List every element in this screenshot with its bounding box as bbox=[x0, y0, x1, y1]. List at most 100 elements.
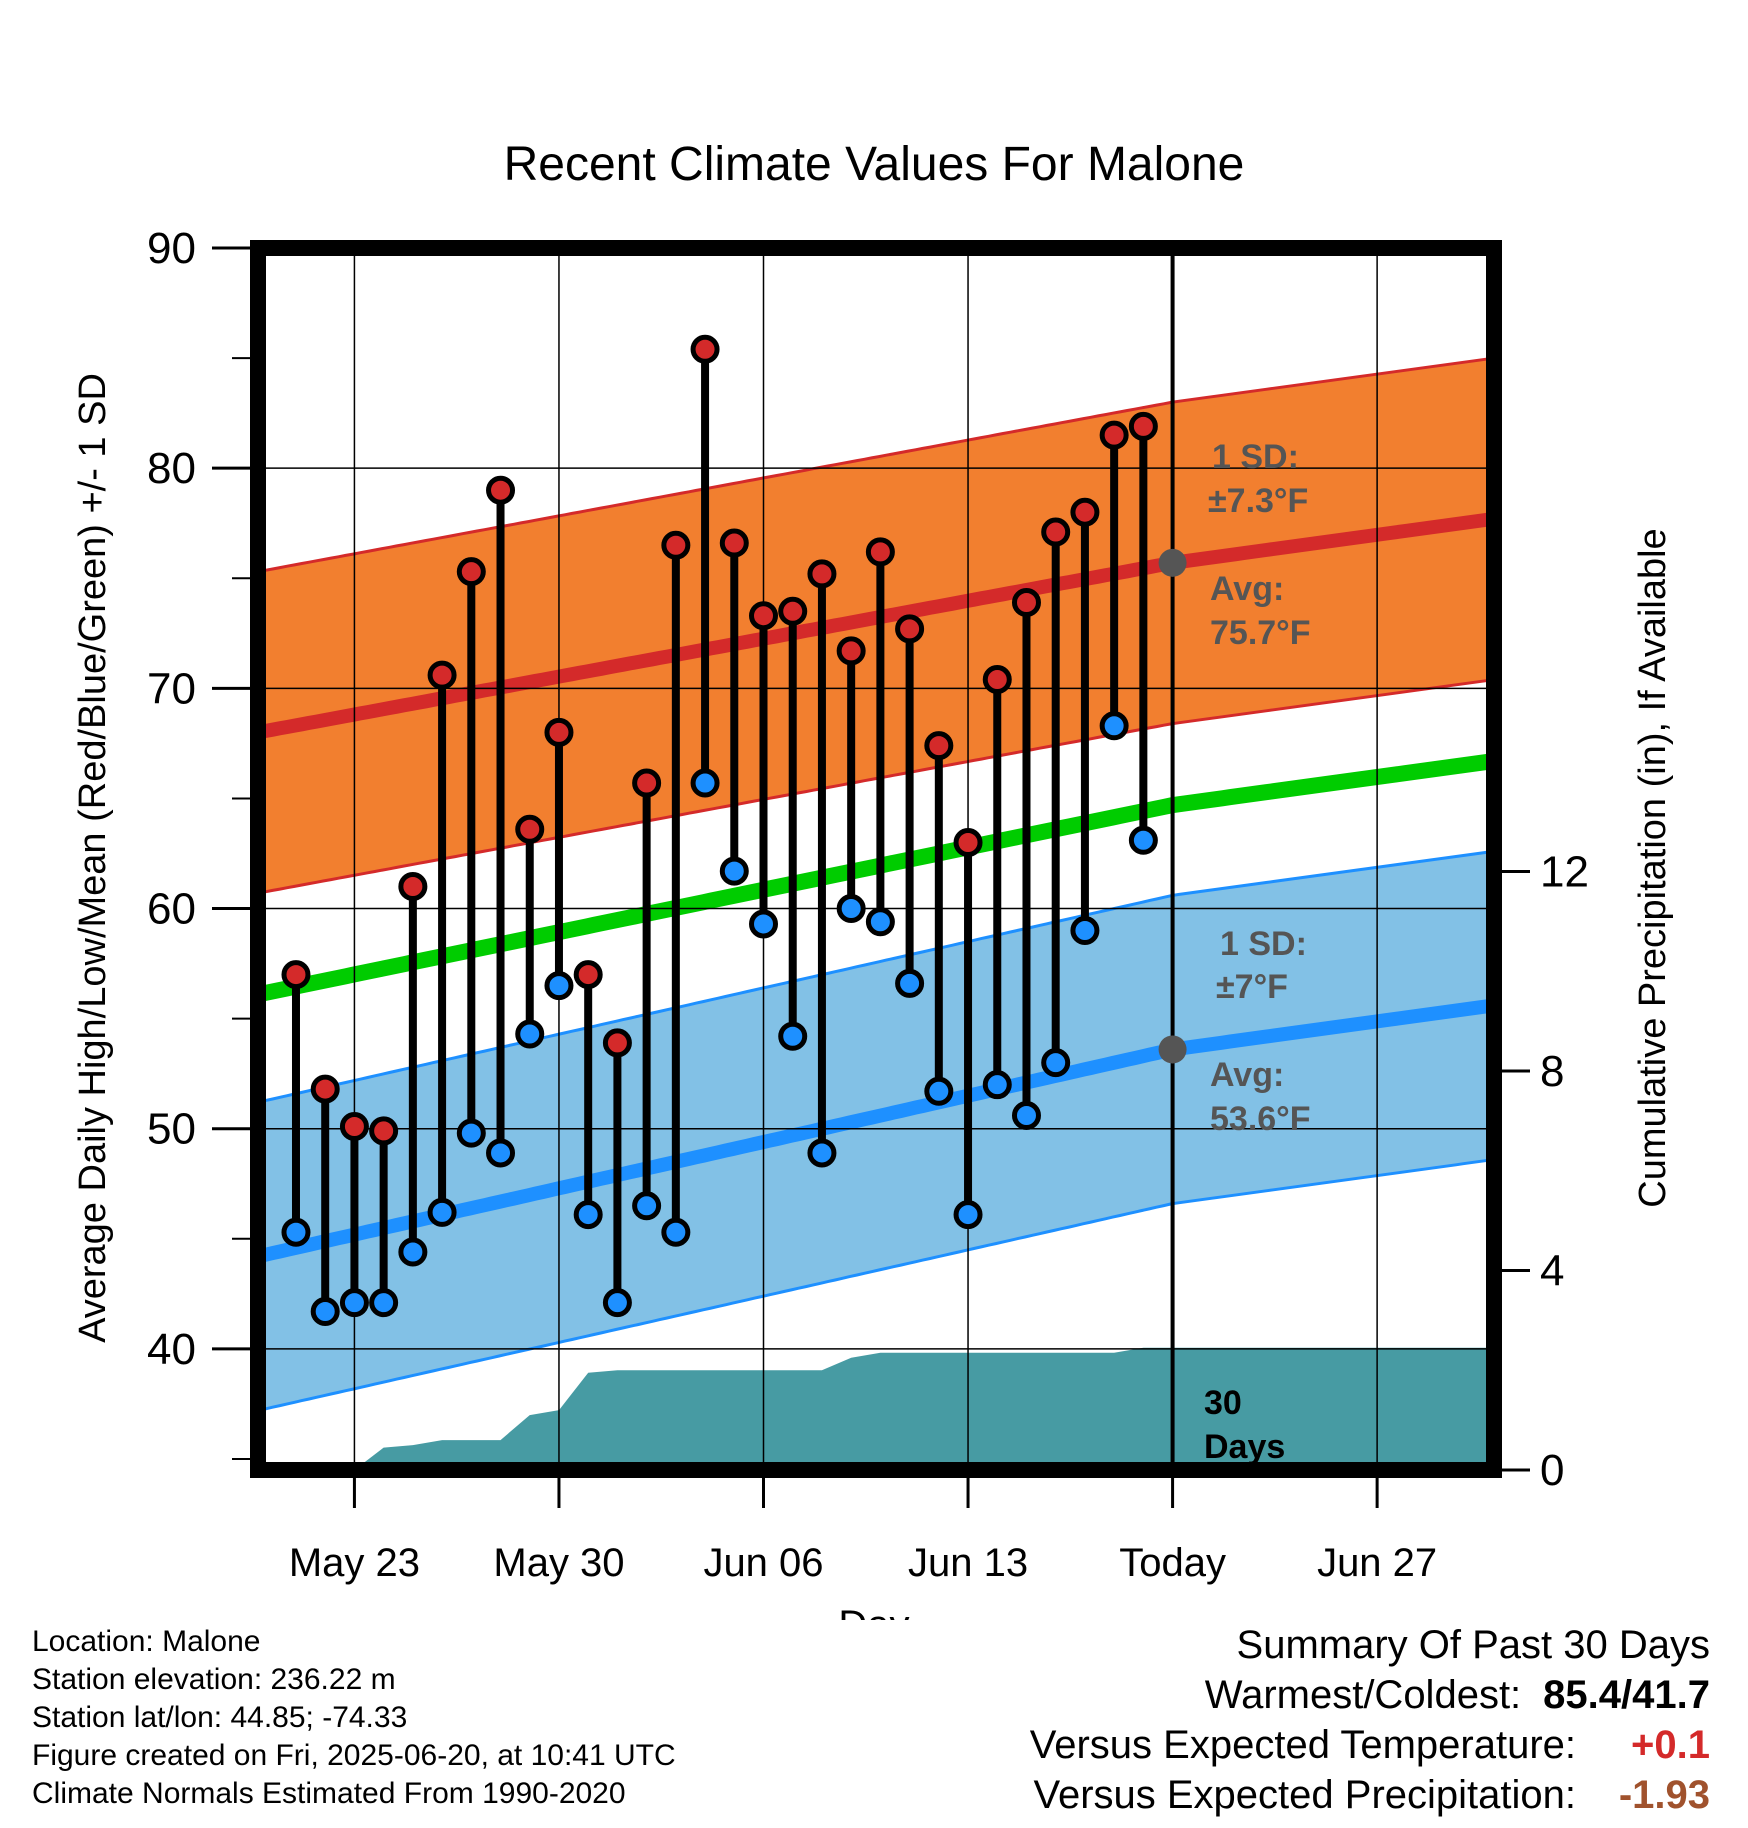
daily-low-point bbox=[749, 909, 779, 939]
daily-temperature-marks bbox=[281, 334, 1158, 1326]
y-left-tick-label: 90 bbox=[147, 224, 196, 273]
climate-bands bbox=[256, 356, 1494, 1413]
daily-low-point bbox=[895, 968, 925, 998]
daily-low-point bbox=[1070, 916, 1100, 946]
x-tick-label: May 30 bbox=[493, 1541, 624, 1585]
low-sd-value: ±7°F bbox=[1216, 968, 1288, 1006]
plot-frame bbox=[250, 240, 1502, 1478]
low-sd-label: 1 SD: bbox=[1220, 925, 1307, 963]
elevation-text: Station elevation: 236.22 m bbox=[32, 1663, 396, 1696]
temp-anomaly-label: Versus Expected Temperature: bbox=[1029, 1723, 1576, 1767]
daily-low-point bbox=[778, 1021, 808, 1051]
daily-high-point bbox=[310, 1074, 340, 1104]
precip-anomaly-value: -1.93 bbox=[1618, 1773, 1710, 1817]
daily-low-point bbox=[339, 1288, 369, 1318]
daily-high-point bbox=[1128, 411, 1158, 441]
daily-low-point bbox=[690, 768, 720, 798]
daily-high-point bbox=[281, 960, 311, 990]
warm-cold-label: Warmest/Coldest: bbox=[1204, 1673, 1522, 1717]
daily-low-point bbox=[486, 1138, 516, 1168]
daily-high-point bbox=[573, 960, 603, 990]
axes: 40 50 60 70 80 90 0 4 8 12 May 23 May 30 Jun 06 Jun 1… bbox=[147, 224, 1589, 1585]
daily-high-point bbox=[632, 768, 662, 798]
plot-area: 1 SD: ±7.3°F Avg: 75.7°F 1 SD: ±7°F Avg: 53.6°F… bbox=[250, 240, 1502, 1478]
warm-cold-row: Warmest/Coldest: 85.4/41.7 bbox=[1030, 1670, 1710, 1720]
summary-panel: Summary Of Past 30 Days Warmest/Coldest:… bbox=[1030, 1620, 1710, 1820]
low-avg-label: Avg: bbox=[1210, 1056, 1284, 1094]
y-left-tick-label: 70 bbox=[147, 664, 196, 713]
precip-anomaly-row: Versus Expected Precipitation: -1.93 bbox=[1030, 1770, 1710, 1820]
today-avg-low-dot bbox=[1158, 1035, 1187, 1064]
y-left-tick-label: 80 bbox=[147, 444, 196, 493]
daily-high-point bbox=[778, 596, 808, 626]
daily-high-point bbox=[544, 717, 574, 747]
daily-high-point bbox=[339, 1112, 369, 1142]
daily-high-point bbox=[456, 557, 486, 587]
warm-cold-value: 85.4/41.7 bbox=[1543, 1673, 1710, 1717]
summary-heading: Summary Of Past 30 Days bbox=[1236, 1623, 1710, 1667]
low-band-upper-edge bbox=[257, 850, 1493, 1104]
x-tick-label: Jun 06 bbox=[703, 1541, 823, 1585]
avg-low-line bbox=[256, 998, 1494, 1264]
daily-low-point bbox=[719, 856, 749, 886]
daily-high-point bbox=[661, 530, 691, 560]
y-right-tick-label: 8 bbox=[1540, 1047, 1564, 1096]
annotations: 1 SD: ±7.3°F Avg: 75.7°F 1 SD: ±7°F Avg: 53.6°F… bbox=[1158, 438, 1311, 1466]
daily-low-point bbox=[632, 1191, 662, 1221]
high-sd-value: ±7.3°F bbox=[1208, 482, 1308, 520]
high-band-upper-edge bbox=[257, 356, 1493, 574]
avg-mean-line bbox=[256, 753, 1494, 1003]
daily-low-point bbox=[982, 1070, 1012, 1100]
daily-low-point bbox=[807, 1138, 837, 1168]
daily-low-point bbox=[924, 1076, 954, 1106]
y-axis-label-right: Cumulative Precipitation (in), If Availa… bbox=[1632, 528, 1674, 1207]
daily-high-point bbox=[865, 537, 895, 567]
daily-high-point bbox=[807, 559, 837, 589]
y-left-tick-label: 40 bbox=[147, 1325, 196, 1374]
period-label-unit: Days bbox=[1204, 1428, 1285, 1466]
period-label-number: 30 bbox=[1204, 1384, 1242, 1422]
chart-title: Recent Climate Values For Malone bbox=[504, 138, 1245, 191]
normals-text: Climate Normals Estimated From 1990-2020 bbox=[32, 1777, 626, 1810]
low-band-lower-edge bbox=[257, 1158, 1493, 1413]
y-right-tick-label: 0 bbox=[1540, 1446, 1564, 1495]
daily-low-point bbox=[281, 1217, 311, 1247]
y-left-tick-label: 50 bbox=[147, 1105, 196, 1154]
daily-high-point bbox=[486, 475, 516, 505]
x-tick-label: Jun 27 bbox=[1317, 1541, 1437, 1585]
high-sd-label: 1 SD: bbox=[1212, 438, 1299, 476]
daily-low-point bbox=[836, 894, 866, 924]
daily-low-point bbox=[369, 1288, 399, 1318]
high-avg-value: 75.7°F bbox=[1210, 614, 1311, 652]
high-sd-band bbox=[258, 358, 1493, 894]
x-tick-label: May 23 bbox=[289, 1541, 420, 1585]
daily-low-point bbox=[515, 1019, 545, 1049]
y-right-tick-label: 4 bbox=[1540, 1246, 1564, 1295]
daily-low-point bbox=[573, 1200, 603, 1230]
daily-low-point bbox=[953, 1200, 983, 1230]
today-avg-high-dot bbox=[1158, 548, 1187, 577]
daily-high-point bbox=[719, 528, 749, 558]
daily-low-point bbox=[1128, 825, 1158, 855]
climate-chart: Recent Climate Values For Malone 1 SD: ±7… bbox=[72, 138, 1674, 1620]
location-text: Location: Malone bbox=[32, 1625, 261, 1658]
precip-anomaly-label: Versus Expected Precipitation: bbox=[1033, 1773, 1576, 1817]
daily-low-point bbox=[456, 1118, 486, 1148]
daily-high-point bbox=[369, 1116, 399, 1146]
created-text: Figure created on Fri, 2025-06-20, at 10… bbox=[32, 1739, 676, 1772]
daily-high-point bbox=[1041, 517, 1071, 547]
daily-high-point bbox=[1011, 587, 1041, 617]
daily-low-point bbox=[398, 1237, 428, 1267]
daily-high-point bbox=[953, 827, 983, 857]
daily-low-point bbox=[661, 1217, 691, 1247]
daily-high-point bbox=[924, 731, 954, 761]
daily-high-point bbox=[602, 1028, 632, 1058]
daily-high-point bbox=[398, 872, 428, 902]
daily-high-point bbox=[515, 814, 545, 844]
daily-low-point bbox=[1011, 1101, 1041, 1131]
daily-low-point bbox=[1099, 711, 1129, 741]
daily-high-point bbox=[895, 614, 925, 644]
y-right-tick-label: 12 bbox=[1540, 847, 1589, 896]
station-info: Location: Malone Station elevation: 236.… bbox=[32, 1623, 676, 1813]
daily-low-point bbox=[1041, 1048, 1071, 1078]
